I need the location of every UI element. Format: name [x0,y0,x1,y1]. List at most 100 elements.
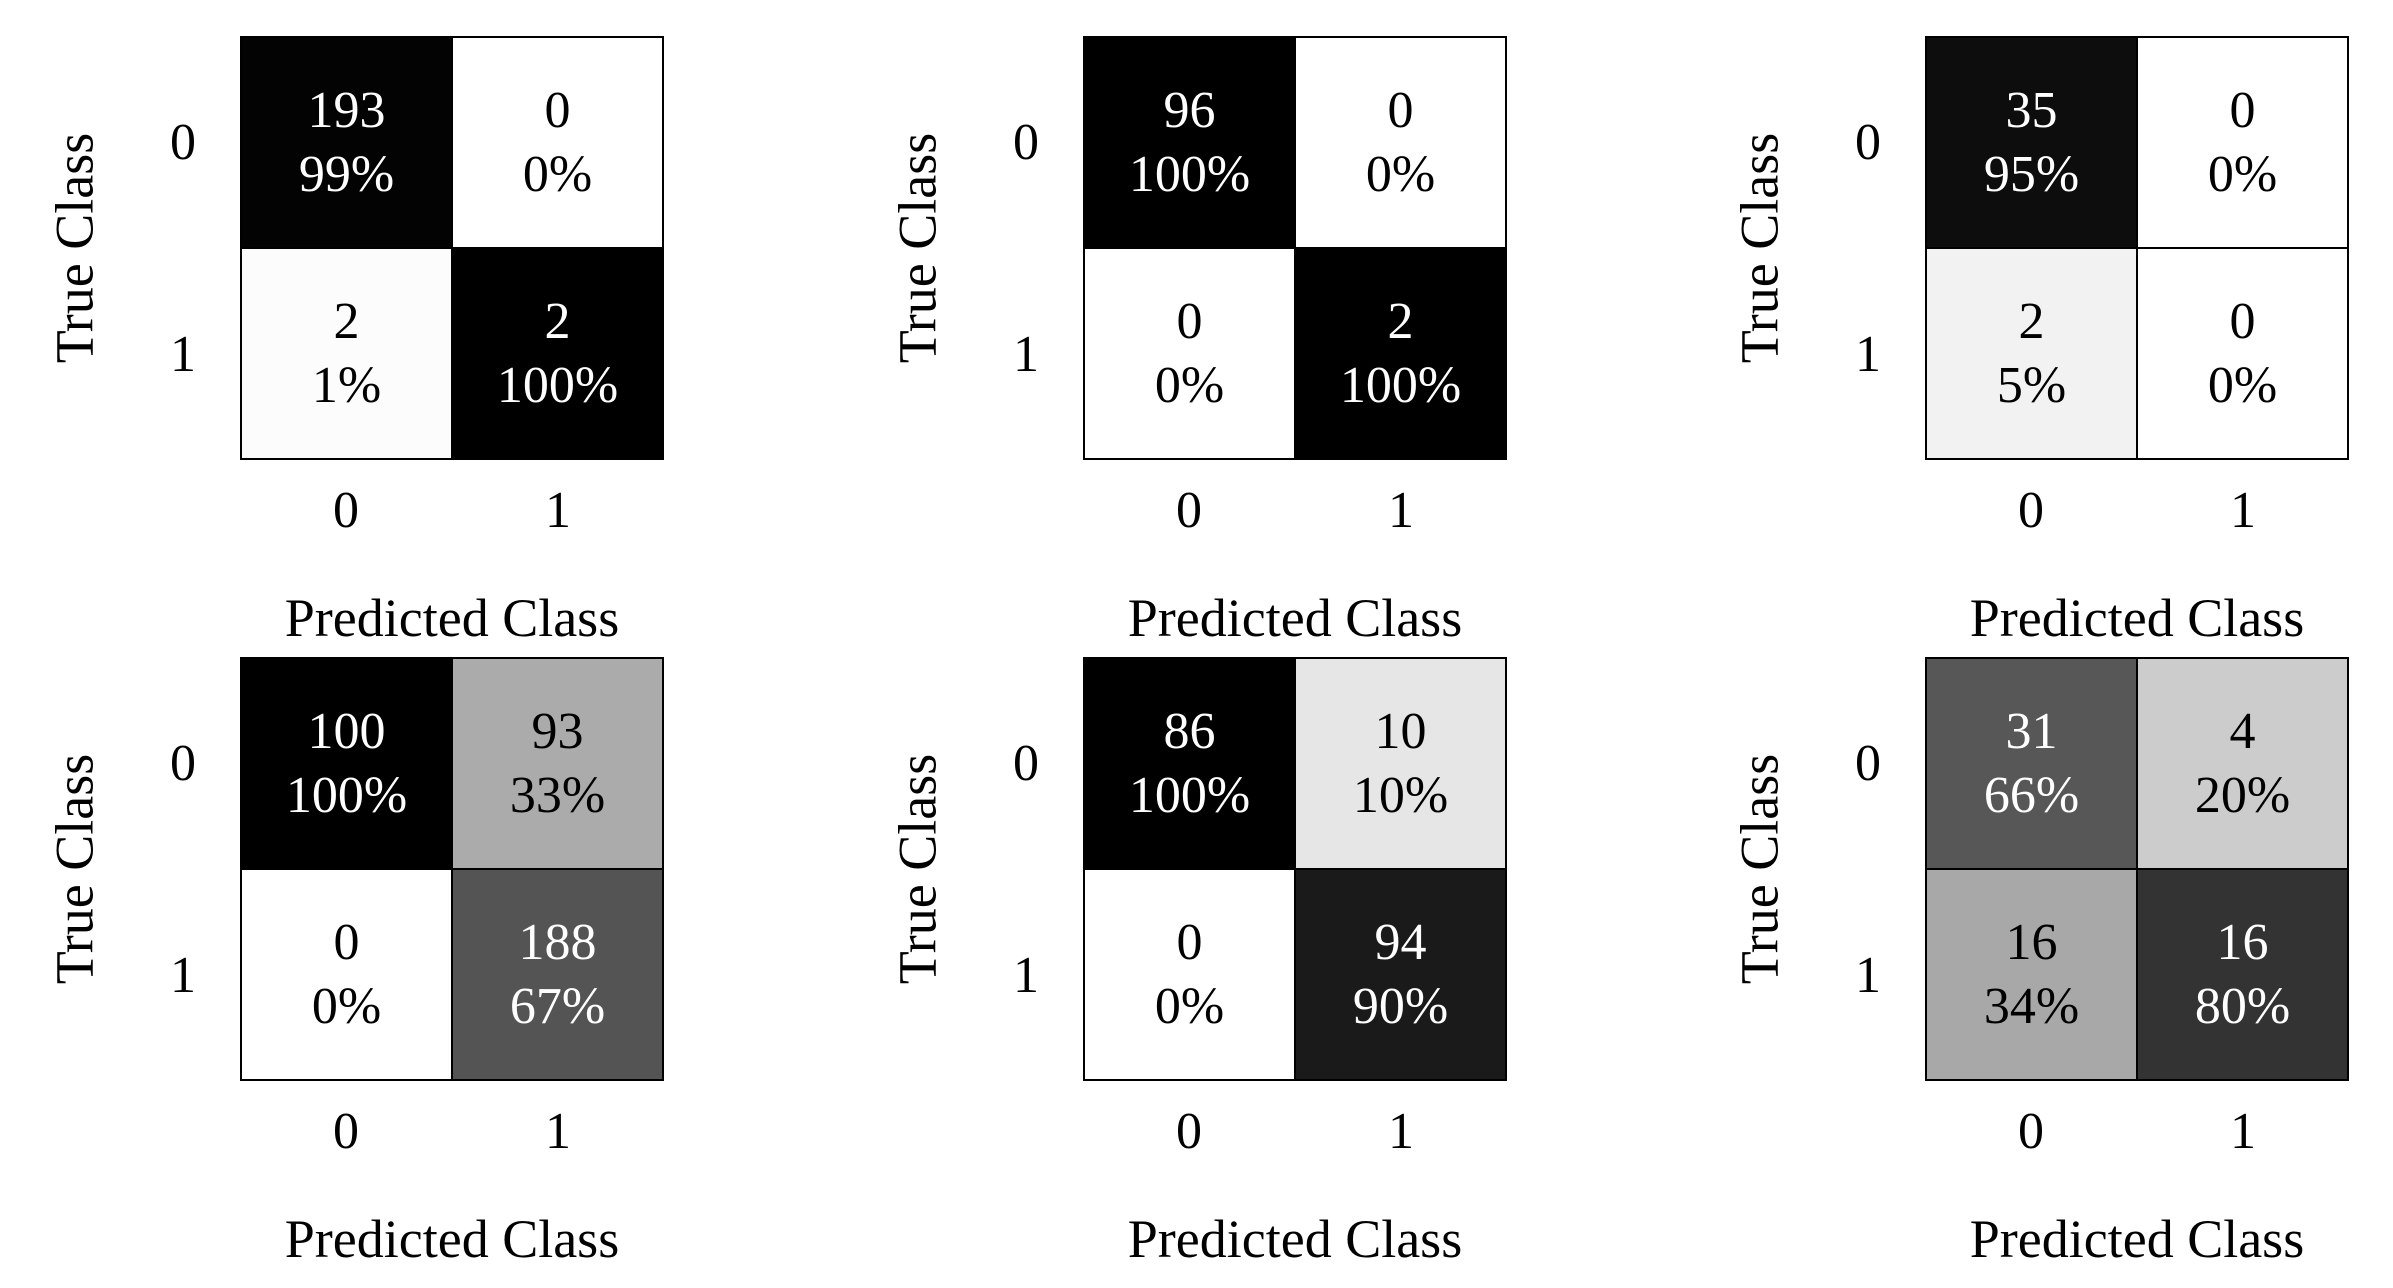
y-axis-label: True Class [1719,657,1799,1081]
cell-percent: 99% [298,145,395,203]
cell-percent: 100% [1128,766,1251,824]
x-tick-0: 0 [1176,1102,1202,1160]
cell-percent: 10% [1352,766,1449,824]
x-axis-label: Predicted Class [284,1209,620,1269]
cell-percent: 0% [1365,145,1436,203]
cell-count: 2 [333,293,360,351]
cell-count: 193 [307,82,386,140]
cell-percent: 80% [2194,977,2291,1035]
y-axis-label: True Class [877,657,957,1081]
y-tick-1: 1 [1855,946,1881,1004]
confusion-matrix-grid: 31 66% 4 20% 16 34% 16 80% [1925,657,2349,1081]
cell-count: 0 [333,914,360,972]
cell-count: 86 [1163,703,1216,761]
confusion-matrix-panel-3: True Class 0 1 35 95% 0 0% 2 5% 0 0% [1685,0,2393,648]
matrix-cell-r0c1: 10 10% [1296,659,1505,868]
y-tick-1: 1 [170,946,196,1004]
y-axis-label: True Class [1719,36,1799,460]
confusion-matrix-grid: 35 95% 0 0% 2 5% 0 0% [1925,36,2349,460]
cell-count: 2 [1387,293,1414,351]
y-tick-0: 0 [170,113,196,171]
x-tick-1: 1 [2230,1102,2256,1160]
matrix-cell-r0c0: 31 66% [1927,659,2136,868]
matrix-cell-r1c1: 2 100% [1296,249,1505,458]
matrix-cell-r1c1: 0 0% [2138,249,2347,458]
cell-count: 100 [307,703,386,761]
cell-percent: 0% [2207,356,2278,414]
cell-count: 31 [2005,703,2058,761]
confusion-matrix-panel-4: True Class 0 1 100 100% 93 33% 0 0% 188 … [0,621,798,1269]
x-tick-1: 1 [1388,481,1414,539]
y-tick-0: 0 [1013,734,1039,792]
x-axis-ticks: 0 1 [1925,1099,2349,1163]
x-tick-1: 1 [545,481,571,539]
cell-percent: 100% [1339,356,1462,414]
y-axis-label-text: True Class [44,753,104,985]
matrix-cell-r0c1: 0 0% [1296,38,1505,247]
matrix-cell-r0c0: 96 100% [1085,38,1294,247]
matrix-cell-r1c0: 16 34% [1927,870,2136,1079]
matrix-cell-r0c0: 35 95% [1927,38,2136,247]
cell-percent: 100% [285,766,408,824]
cell-percent: 90% [1352,977,1449,1035]
matrix-cell-r1c0: 2 1% [242,249,451,458]
x-tick-0: 0 [1176,481,1202,539]
x-axis-label: Predicted Class [284,588,620,648]
matrix-cell-r1c0: 0 0% [1085,870,1294,1079]
y-tick-1: 1 [1855,325,1881,383]
matrix-cell-r1c0: 2 5% [1927,249,2136,458]
y-axis-label-text: True Class [1729,753,1789,985]
cell-count: 35 [2005,82,2058,140]
cell-count: 0 [2229,82,2256,140]
confusion-matrix-grid: 193 99% 0 0% 2 1% 2 100% [240,36,664,460]
y-axis-label-text: True Class [44,132,104,364]
cell-count: 2 [544,293,571,351]
cell-percent: 5% [1996,356,2067,414]
cell-percent: 0% [1154,977,1225,1035]
cell-percent: 66% [1983,766,2080,824]
x-tick-0: 0 [2018,1102,2044,1160]
x-tick-1: 1 [2230,481,2256,539]
y-axis-label-text: True Class [887,753,947,985]
cell-count: 0 [1176,293,1203,351]
cell-count: 16 [2005,914,2058,972]
y-axis-ticks: 0 1 [961,657,1061,1081]
cell-count: 0 [1387,82,1414,140]
x-axis-label: Predicted Class [1127,1209,1463,1269]
x-tick-1: 1 [1388,1102,1414,1160]
x-tick-1: 1 [545,1102,571,1160]
x-axis-label: Predicted Class [1127,588,1463,648]
y-tick-0: 0 [170,734,196,792]
y-tick-0: 0 [1855,734,1881,792]
matrix-cell-r1c1: 2 100% [453,249,662,458]
confusion-matrix-panel-1: True Class 0 1 193 99% 0 0% 2 1% 2 100% [0,0,798,648]
matrix-cell-r1c1: 188 67% [453,870,662,1079]
x-axis-label: Predicted Class [1969,1209,2305,1269]
cell-count: 2 [2018,293,2045,351]
x-axis-label: Predicted Class [1969,588,2305,648]
y-axis-label: True Class [877,36,957,460]
x-tick-0: 0 [333,481,359,539]
confusion-matrix-panel-2: True Class 0 1 96 100% 0 0% 0 0% 2 100% [843,0,1641,648]
x-axis-ticks: 0 1 [1083,1099,1507,1163]
matrix-cell-r1c0: 0 0% [1085,249,1294,458]
matrix-cell-r0c0: 86 100% [1085,659,1294,868]
confusion-matrix-grid: 100 100% 93 33% 0 0% 188 67% [240,657,664,1081]
cell-percent: 67% [509,977,606,1035]
cell-count: 0 [544,82,571,140]
cell-count: 93 [531,703,584,761]
y-axis-label: True Class [34,36,114,460]
cell-count: 0 [2229,293,2256,351]
confusion-matrix-grid: 96 100% 0 0% 0 0% 2 100% [1083,36,1507,460]
cell-count: 188 [518,914,597,972]
cell-count: 0 [1176,914,1203,972]
cell-percent: 1% [311,356,382,414]
matrix-cell-r0c1: 4 20% [2138,659,2347,868]
y-axis-label-text: True Class [1729,132,1789,364]
x-axis-ticks: 0 1 [1925,478,2349,542]
x-axis-ticks: 0 1 [240,1099,664,1163]
matrix-cell-r0c0: 100 100% [242,659,451,868]
y-tick-0: 0 [1013,113,1039,171]
x-axis-ticks: 0 1 [240,478,664,542]
